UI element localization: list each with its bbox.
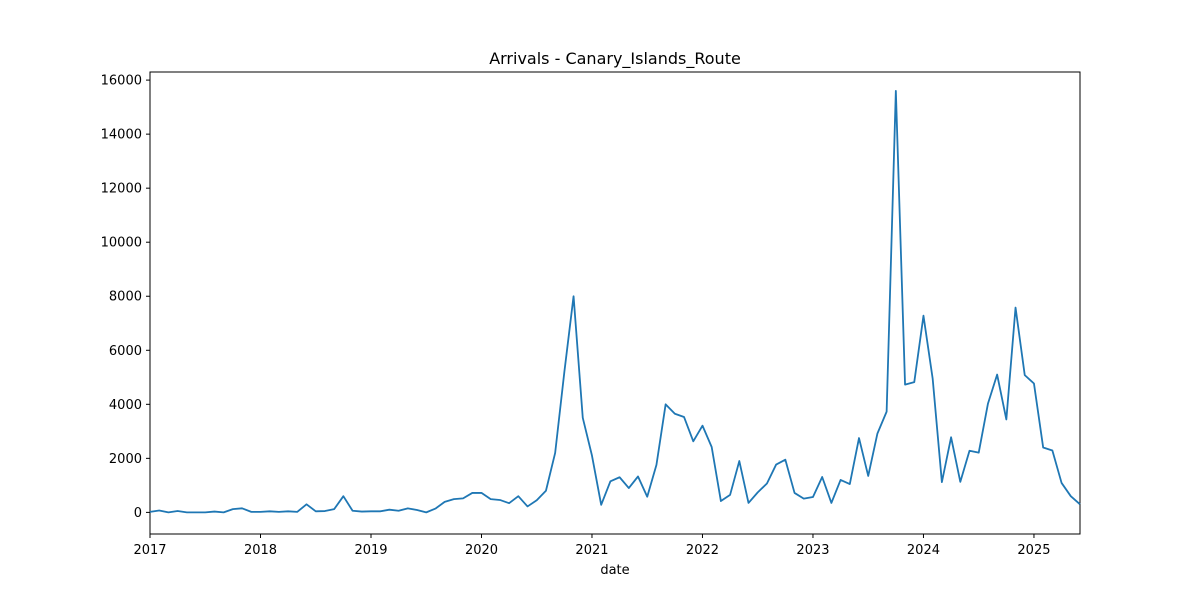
y-tick-label: 16000 — [101, 74, 142, 89]
y-tick-label: 10000 — [101, 236, 142, 251]
chart-title: Arrivals - Canary_Islands_Route — [489, 49, 741, 69]
x-tick-label: 2019 — [354, 543, 387, 558]
y-tick-label: 12000 — [101, 182, 142, 197]
x-tick-label: 2023 — [796, 543, 829, 558]
y-tick-label: 14000 — [101, 128, 142, 143]
y-tick-label: 4000 — [109, 398, 142, 413]
x-tick-label: 2021 — [575, 543, 608, 558]
x-tick-label: 2018 — [244, 543, 277, 558]
y-tick-label: 0 — [134, 506, 142, 521]
x-tick-label: 2022 — [686, 543, 719, 558]
plot-area-frame — [149, 71, 1081, 535]
series-line-arrivals — [149, 90, 1081, 514]
x-tick-label: 2020 — [465, 543, 498, 558]
x-axis-label: date — [600, 563, 629, 578]
y-tick-label: 2000 — [109, 452, 142, 467]
x-axis: 2017 2018 2019 2020 2021 2022 2023 2024 2025 — [133, 534, 1051, 558]
y-axis: 0 2000 4000 6000 8000 10000 12000 14000 16000 — [101, 74, 150, 521]
y-tick-label: 8000 — [109, 290, 142, 305]
x-tick-label: 2025 — [1017, 543, 1050, 558]
x-tick-label: 2017 — [133, 543, 166, 558]
y-tick-label: 6000 — [109, 344, 142, 359]
x-tick-label: 2024 — [907, 543, 940, 558]
